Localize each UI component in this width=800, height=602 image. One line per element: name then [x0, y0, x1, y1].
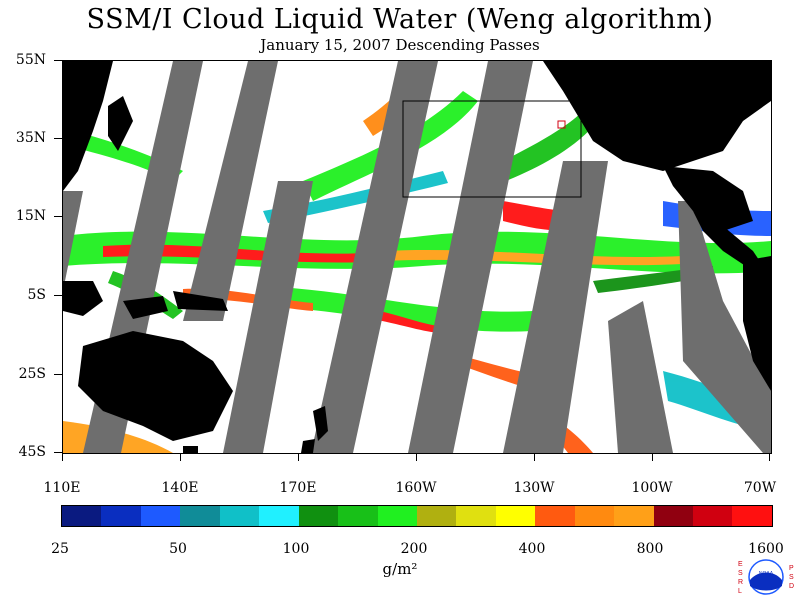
logo-left-letter: R — [738, 579, 743, 586]
colorbar-label: 100 — [282, 541, 310, 557]
map-canvas — [63, 61, 771, 453]
lon-tick — [298, 453, 299, 461]
logo-right-letter: S — [789, 574, 794, 581]
chart-subtitle: January 15, 2007 Descending Passes — [260, 36, 540, 54]
logo-left-letter: E — [738, 561, 743, 568]
colorbar-label: 1600 — [748, 541, 784, 557]
lat-tick — [54, 452, 62, 453]
lon-tick — [769, 453, 770, 461]
colorbar-label: 400 — [518, 541, 546, 557]
colorbar-label: 200 — [400, 541, 428, 557]
subregion-box — [402, 100, 582, 198]
colorbar-swatch — [495, 506, 536, 526]
lat-label-5s: 5S — [27, 287, 47, 303]
logo-left-letter: S — [738, 570, 743, 577]
lat-tick — [54, 60, 62, 61]
lat-tick — [54, 374, 62, 375]
land-masses — [63, 61, 771, 453]
lon-label-170e: 170E — [279, 480, 317, 496]
colorbar-swatch — [62, 506, 102, 526]
lon-label-140e: 140E — [161, 480, 199, 496]
cloud-liquid-water-map — [62, 60, 772, 454]
lon-tick — [62, 453, 63, 461]
colorbar-swatch — [298, 506, 339, 526]
logo-center-text: NOAA — [759, 571, 774, 577]
lat-label-25s: 25S — [18, 366, 46, 382]
colorbar-swatch — [338, 506, 378, 526]
colorbar-swatch — [732, 506, 772, 526]
logo-right-letter: D — [789, 583, 794, 590]
colorbar — [61, 505, 773, 527]
noaa-esrl-psd-logo: E S R L NOAA P S D — [736, 556, 796, 598]
lon-tick — [652, 453, 653, 461]
lon-tick — [180, 453, 181, 461]
colorbar-swatch — [574, 506, 615, 526]
lat-tick — [54, 138, 62, 139]
lat-tick — [54, 295, 62, 296]
colorbar-swatch — [140, 506, 181, 526]
colorbar-swatch — [416, 506, 457, 526]
lat-label-35n: 35N — [15, 130, 46, 146]
lon-label-70w: 70W — [743, 480, 777, 496]
colorbar-swatch — [219, 506, 260, 526]
lon-tick — [416, 453, 417, 461]
logo-left-letter: L — [738, 588, 742, 595]
lat-tick — [54, 216, 62, 217]
colorbar-swatch — [456, 506, 496, 526]
lon-tick — [534, 453, 535, 461]
colorbar-swatch — [259, 506, 299, 526]
lat-label-15n: 15N — [15, 208, 46, 224]
lon-label-160w: 160W — [395, 480, 437, 496]
colorbar-swatch — [614, 506, 654, 526]
chart-title: SSM/I Cloud Liquid Water (Weng algorithm… — [86, 4, 714, 35]
colorbar-swatch — [653, 506, 693, 526]
colorbar-swatch — [180, 506, 220, 526]
lat-label-55n: 55N — [15, 52, 46, 68]
colorbar-label: 800 — [636, 541, 664, 557]
colorbar-label: 50 — [169, 541, 187, 557]
small-marker-box — [557, 120, 566, 129]
lon-label-100w: 100W — [631, 480, 673, 496]
colorbar-swatch — [377, 506, 417, 526]
lon-label-130w: 130W — [513, 480, 555, 496]
lat-label-45s: 45S — [18, 444, 46, 460]
colorbar-swatch — [693, 506, 733, 526]
colorbar-swatch — [535, 506, 575, 526]
colorbar-swatch — [101, 506, 141, 526]
logo-right-letter: P — [789, 565, 794, 572]
colorbar-units: g/m² — [382, 560, 418, 578]
lon-label-110e: 110E — [43, 480, 81, 496]
colorbar-label: 25 — [51, 541, 69, 557]
